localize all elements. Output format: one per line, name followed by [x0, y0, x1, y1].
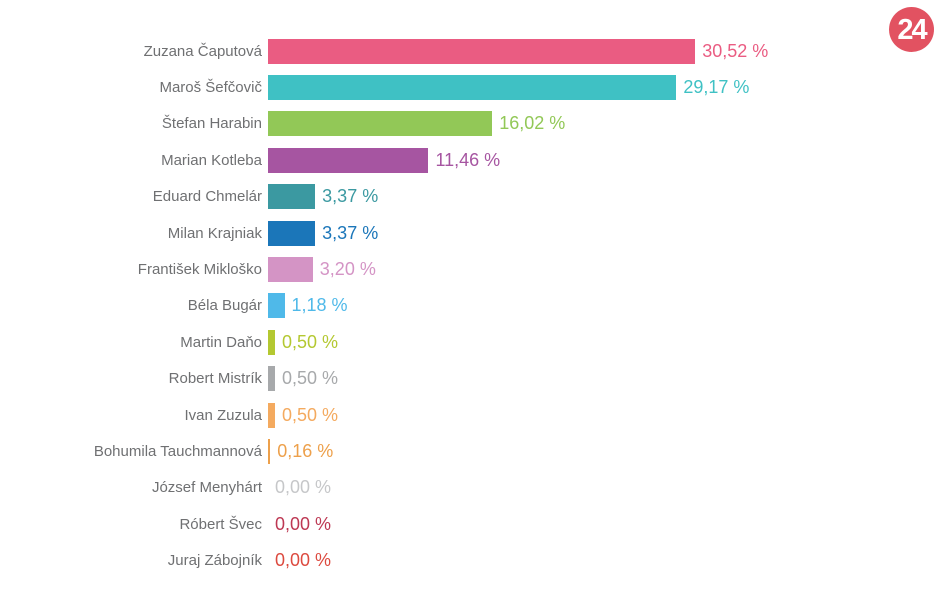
- candidate-label: Martin Daňo: [180, 333, 262, 351]
- bar: [268, 220, 316, 246]
- bar: [268, 366, 275, 392]
- candidate-label: Róbert Švec: [179, 515, 262, 533]
- bar: [268, 438, 271, 464]
- candidate-label: Eduard Chmelár: [152, 188, 262, 206]
- logo-text: 24: [897, 14, 927, 46]
- bar: [268, 147, 429, 173]
- value-label: 29,17 %: [683, 77, 750, 98]
- chart-row: František Mikloško 3,20 %: [0, 251, 950, 287]
- value-label: 1,18 %: [291, 295, 348, 316]
- chart-row: Ivan Zuzula 0,50 %: [0, 397, 950, 433]
- chart-row: Milan Krajniak 3,37 %: [0, 215, 950, 251]
- chart-row: Marian Kotleba 11,46 %: [0, 142, 950, 178]
- bar: [268, 111, 493, 137]
- chart-row: Maroš Šefčovič 29,17 %: [0, 69, 950, 105]
- candidate-label: Robert Mistrík: [168, 370, 262, 388]
- chart-row: Martin Daňo 0,50 %: [0, 324, 950, 360]
- bar-area: 0,50 %: [262, 366, 339, 392]
- value-label: 16,02 %: [499, 113, 566, 134]
- chart-row: Bohumila Tauchmannová 0,16 %: [0, 433, 950, 469]
- bar: [268, 329, 275, 355]
- bar-area: 0,00 %: [262, 512, 331, 537]
- chart-row: Zuzana Čaputová 30,52 %: [0, 33, 950, 69]
- candidate-label: Maroš Šefčovič: [159, 79, 262, 97]
- bar-area: 0,00 %: [262, 548, 331, 573]
- candidate-label: József Menyhárt: [151, 479, 262, 497]
- bar-area: 0,50 %: [262, 329, 339, 355]
- bar-area: 0,00 %: [262, 475, 331, 500]
- bar-area: 3,37 %: [262, 184, 379, 210]
- chart-row: Eduard Chmelár 3,37 %: [0, 179, 950, 215]
- value-label: 11,46 %: [435, 149, 501, 170]
- value-label: 0,50 %: [282, 404, 339, 425]
- candidate-label: Ivan Zuzula: [184, 406, 262, 424]
- chart-row: Béla Bugár 1,18 %: [0, 288, 950, 324]
- tv24-logo: 24: [889, 7, 934, 52]
- candidate-label: František Mikloško: [137, 261, 262, 279]
- value-label: 0,50 %: [282, 368, 339, 389]
- value-label: 0,00 %: [275, 513, 332, 534]
- bar-area: 3,20 %: [262, 257, 376, 283]
- bar-area: 11,46 %: [262, 147, 501, 173]
- chart-row: Robert Mistrík 0,50 %: [0, 361, 950, 397]
- candidate-label: Marian Kotleba: [161, 151, 262, 169]
- value-label: 0,00 %: [275, 477, 332, 498]
- value-label: 0,16 %: [277, 440, 334, 461]
- bar-chart: Zuzana Čaputová 30,52 % Maroš Šefčovič 29,1…: [0, 33, 950, 579]
- candidate-label: Bohumila Tauchmannová: [93, 442, 262, 460]
- chart-row: József Menyhárt 0,00 %: [0, 470, 950, 506]
- bar: [268, 402, 275, 428]
- bar: [268, 293, 285, 319]
- bar: [268, 257, 313, 283]
- bar-area: 29,17 %: [262, 75, 750, 101]
- bar-area: 3,37 %: [262, 220, 379, 246]
- bar-area: 0,16 %: [262, 438, 334, 464]
- candidate-label: Béla Bugár: [187, 297, 262, 315]
- value-label: 30,52 %: [702, 40, 769, 61]
- bar-area: 0,50 %: [262, 402, 339, 428]
- bar-area: 30,52 %: [262, 38, 769, 64]
- bar-area: 16,02 %: [262, 111, 566, 137]
- chart-row: Juraj Zábojník 0,00 %: [0, 542, 950, 578]
- chart-row: Štefan Harabin 16,02 %: [0, 106, 950, 142]
- value-label: 3,37 %: [322, 222, 379, 243]
- candidate-label: Štefan Harabin: [161, 115, 262, 133]
- bar: [268, 184, 316, 210]
- candidate-label: Juraj Zábojník: [167, 552, 262, 570]
- value-label: 0,50 %: [282, 331, 339, 352]
- value-label: 3,37 %: [322, 186, 379, 207]
- bar-area: 1,18 %: [262, 293, 348, 319]
- bar: [268, 38, 696, 64]
- chart-row: Róbert Švec 0,00 %: [0, 506, 950, 542]
- bar: [268, 75, 677, 101]
- candidate-label: Zuzana Čaputová: [143, 42, 262, 60]
- candidate-label: Milan Krajniak: [167, 224, 262, 242]
- value-label: 3,20 %: [319, 259, 376, 280]
- value-label: 0,00 %: [275, 550, 332, 571]
